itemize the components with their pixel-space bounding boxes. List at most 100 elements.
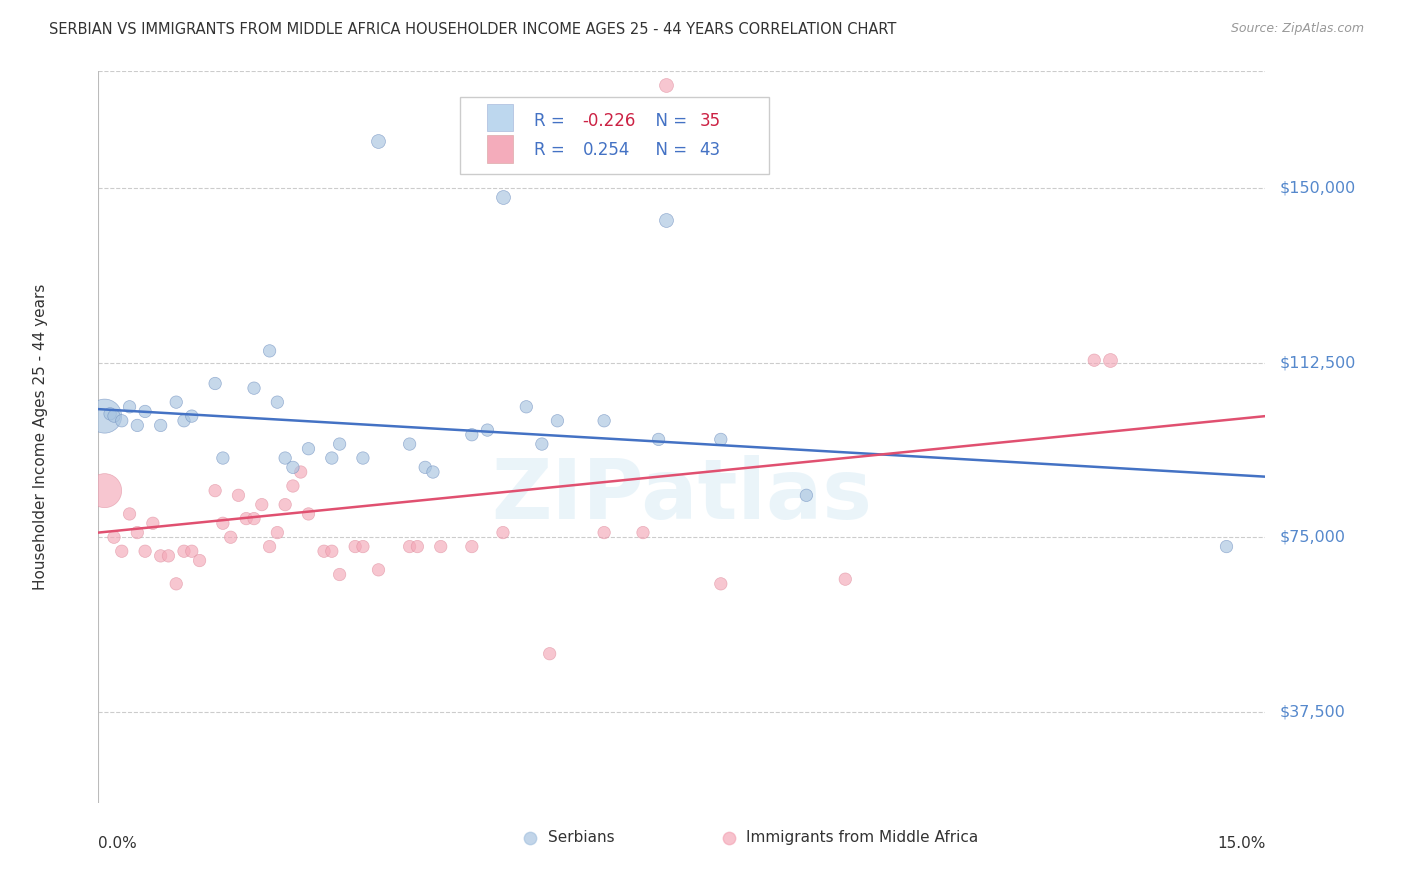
Point — [461, 427, 484, 442]
Point — [422, 465, 444, 479]
Point — [367, 563, 389, 577]
Text: ZIPatlas: ZIPatlas — [492, 455, 872, 536]
Text: Source: ZipAtlas.com: Source: ZipAtlas.com — [1230, 22, 1364, 36]
Point — [1098, 353, 1121, 368]
Point — [274, 498, 297, 512]
Point — [1215, 540, 1237, 554]
Point — [259, 343, 281, 358]
Point — [134, 404, 156, 418]
Point — [93, 483, 115, 498]
Point — [157, 549, 180, 563]
Text: $150,000: $150,000 — [1279, 180, 1355, 195]
Text: $75,000: $75,000 — [1279, 530, 1346, 545]
Point — [297, 442, 319, 456]
Point — [111, 544, 134, 558]
Point — [243, 381, 266, 395]
Point — [538, 647, 561, 661]
Point — [266, 525, 288, 540]
Point — [173, 544, 195, 558]
Point — [329, 567, 352, 582]
Point — [1083, 353, 1105, 368]
Text: 43: 43 — [699, 141, 720, 159]
Point — [118, 507, 141, 521]
Point — [530, 437, 553, 451]
Text: 15.0%: 15.0% — [1218, 836, 1265, 851]
Point — [180, 544, 202, 558]
Point — [321, 451, 343, 466]
Point — [406, 540, 429, 554]
Point — [492, 190, 515, 204]
Point — [274, 451, 297, 466]
Point — [477, 423, 499, 437]
Point — [710, 433, 733, 447]
Point — [204, 376, 226, 391]
Point — [655, 213, 678, 227]
Text: R =: R = — [534, 141, 575, 159]
Point — [149, 549, 172, 563]
Text: -0.226: -0.226 — [582, 112, 636, 130]
Point — [93, 409, 115, 423]
Point — [165, 577, 187, 591]
Point — [429, 540, 451, 554]
Point — [228, 488, 250, 502]
Point — [834, 572, 856, 586]
Point — [398, 437, 420, 451]
Point — [710, 577, 733, 591]
Point — [149, 418, 172, 433]
Point — [329, 437, 352, 451]
Text: $112,500: $112,500 — [1279, 355, 1355, 370]
Text: 0.0%: 0.0% — [98, 836, 138, 851]
Point — [188, 553, 211, 567]
Point — [398, 540, 420, 554]
Point — [219, 530, 242, 544]
Point — [344, 540, 367, 554]
Point — [297, 507, 319, 521]
Point — [204, 483, 226, 498]
Point — [655, 78, 678, 93]
Point — [796, 488, 818, 502]
Text: Serbians: Serbians — [548, 830, 614, 846]
Text: $37,500: $37,500 — [1279, 705, 1346, 720]
Point — [259, 540, 281, 554]
Point — [103, 530, 125, 544]
Point — [352, 540, 374, 554]
Point — [593, 525, 616, 540]
Point — [118, 400, 141, 414]
Point — [413, 460, 436, 475]
Text: Householder Income Ages 25 - 44 years: Householder Income Ages 25 - 44 years — [32, 284, 48, 591]
Text: 0.254: 0.254 — [582, 141, 630, 159]
Bar — [486, 135, 513, 163]
Point — [647, 433, 669, 447]
Point — [173, 414, 195, 428]
Point — [461, 540, 484, 554]
Point — [212, 451, 235, 466]
Point — [165, 395, 187, 409]
Text: 35: 35 — [699, 112, 720, 130]
Point — [180, 409, 202, 423]
Text: SERBIAN VS IMMIGRANTS FROM MIDDLE AFRICA HOUSEHOLDER INCOME AGES 25 - 44 YEARS C: SERBIAN VS IMMIGRANTS FROM MIDDLE AFRICA… — [49, 22, 897, 37]
Point — [98, 407, 121, 421]
Text: N =: N = — [644, 112, 692, 130]
Point — [134, 544, 156, 558]
Point — [266, 395, 288, 409]
Point — [492, 525, 515, 540]
Point — [243, 511, 266, 525]
Point — [352, 451, 374, 466]
Point — [321, 544, 343, 558]
Point — [593, 414, 616, 428]
FancyBboxPatch shape — [460, 97, 769, 174]
Text: N =: N = — [644, 141, 692, 159]
Point — [127, 418, 149, 433]
Text: Immigrants from Middle Africa: Immigrants from Middle Africa — [747, 830, 979, 846]
Point — [290, 465, 312, 479]
Point — [546, 414, 568, 428]
Point — [103, 409, 125, 423]
Bar — [486, 103, 513, 131]
Point — [312, 544, 335, 558]
Point — [367, 134, 389, 148]
Point — [127, 525, 149, 540]
Point — [281, 460, 304, 475]
Text: R =: R = — [534, 112, 569, 130]
Point — [111, 414, 134, 428]
Point — [235, 511, 257, 525]
